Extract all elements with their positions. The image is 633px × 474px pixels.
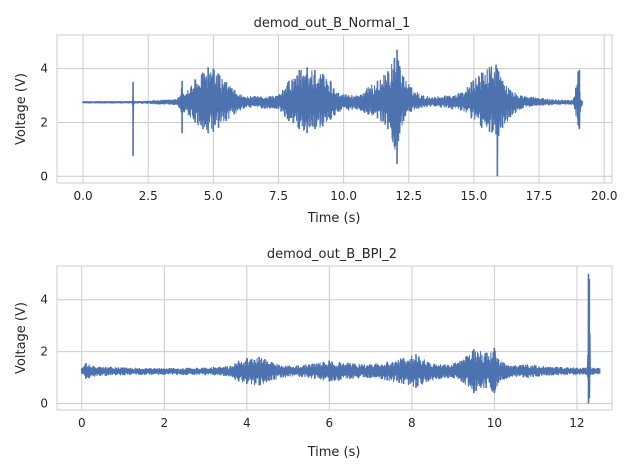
x-axis-label: Time (s): [307, 445, 361, 460]
y-tick-label: 4: [40, 293, 48, 307]
y-tick-label: 0: [40, 397, 48, 411]
y-axis-label: Voltage (V): [14, 73, 29, 145]
x-tick-labels: 0 2 4 6 8 10 12: [78, 416, 585, 430]
x-tick-label: 4: [243, 416, 251, 430]
x-tick-labels: 0.0 2.5 5.0 7.5 10.0 12.5 15.0 17.5 20.0: [74, 189, 618, 203]
x-tick-label: 10.0: [330, 189, 357, 203]
y-tick-labels: 0 2 4: [40, 62, 48, 184]
x-tick-label: 0.0: [74, 189, 93, 203]
y-axis-label: Voltage (V): [14, 302, 29, 374]
y-tick-label: 2: [40, 115, 48, 129]
plot-frame: [56, 34, 613, 184]
chart-panel-normal: demod_out_B_Normal_1 0.0 2.5 5.0 7.5 10.0 12.…: [14, 16, 618, 226]
grid-lines: [57, 35, 612, 183]
x-tick-label: 7.5: [269, 189, 288, 203]
x-tick-label: 15.0: [461, 189, 488, 203]
x-tick-label: 10: [487, 416, 502, 430]
x-tick-label: 2.5: [139, 189, 158, 203]
x-tick-label: 12: [569, 416, 584, 430]
y-tick-label: 2: [40, 345, 48, 359]
x-tick-label: 12.5: [395, 189, 422, 203]
chart-title: demod_out_B_Normal_1: [254, 16, 411, 31]
chart-panel-bpi: demod_out_B_BPI_2 0 2 4 6 8 10 12 0 2 4 Time (s)…: [14, 247, 613, 460]
x-tick-label: 0: [78, 416, 86, 430]
x-tick-label: 5.0: [204, 189, 223, 203]
plot-area: [57, 266, 612, 410]
signal-spikes: [80, 273, 601, 404]
signal-spikes: [82, 49, 583, 177]
y-tick-label: 4: [40, 62, 48, 76]
x-tick-label: 2: [160, 416, 168, 430]
plot-frame: [56, 265, 613, 411]
x-tick-label: 20.0: [591, 189, 618, 203]
x-tick-label: 17.5: [526, 189, 553, 203]
y-tick-labels: 0 2 4: [40, 293, 48, 411]
x-tick-label: 8: [408, 416, 416, 430]
signal-line: [81, 286, 601, 393]
y-tick-label: 0: [40, 169, 48, 183]
chart-title: demod_out_B_BPI_2: [267, 247, 397, 262]
x-axis-label: Time (s): [307, 211, 361, 226]
x-tick-label: 6: [326, 416, 334, 430]
